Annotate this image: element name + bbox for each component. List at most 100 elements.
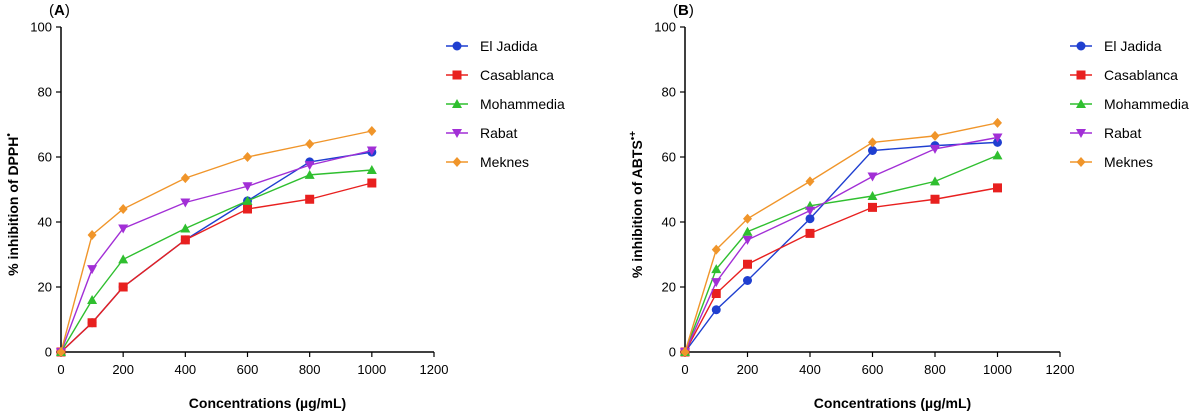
panel-label-letter: A	[54, 2, 65, 19]
y-axis-title-superscript: •+	[628, 131, 639, 141]
x-tick-label: 1000	[357, 362, 386, 377]
data-point	[743, 259, 752, 269]
data-point	[87, 230, 97, 240]
data-point	[711, 278, 722, 288]
legend-label: Rabat	[480, 125, 517, 141]
data-point	[366, 146, 377, 156]
legend-entry: Casablanca	[1070, 67, 1178, 83]
legend-entry: Rabat	[446, 125, 517, 141]
panel-b: 0 200 400 600 800 1000 1200 0 20 40 60 80 100 Concent…	[628, 2, 1189, 411]
legend-entry: Meknes	[1070, 154, 1153, 170]
data-point	[805, 228, 815, 238]
data-point	[805, 176, 815, 187]
data-point	[711, 305, 721, 315]
data-point	[868, 137, 877, 148]
legend-label: Meknes	[1104, 154, 1153, 170]
series-el-jadida	[680, 137, 1002, 357]
data-point	[180, 235, 190, 245]
y-tick-label: 40	[662, 215, 676, 230]
x-tick-label: 200	[112, 362, 134, 377]
series-line	[684, 187, 998, 353]
series-casablanca	[56, 178, 377, 357]
data-point	[180, 198, 191, 208]
y-tick-label: 60	[662, 150, 676, 165]
legend-label: El Jadida	[1104, 38, 1162, 54]
data-point	[180, 173, 190, 184]
legend-label: Mohammedia	[1104, 96, 1189, 112]
legend-marker	[1076, 99, 1086, 108]
series-line	[684, 122, 998, 353]
legend-label: Mohammedia	[480, 96, 565, 112]
panel-a: 0 200 400 600 800 1000 1200 0 20 40 60 80 100 Concent…	[4, 2, 565, 411]
data-point	[87, 318, 97, 328]
y-axis-title: % inhibition of ABTS•+	[628, 131, 645, 278]
data-point	[118, 282, 128, 292]
series-line	[60, 149, 372, 353]
data-point	[992, 150, 1003, 160]
data-point	[805, 206, 815, 216]
data-point	[243, 204, 252, 214]
series-rabat	[680, 133, 1003, 357]
x-tick-label: 0	[57, 362, 64, 377]
y-axis-title: % inhibition of DPPH•	[4, 133, 21, 276]
legend-marker	[1076, 129, 1086, 138]
data-point	[711, 244, 721, 255]
y-axis-title-main: % inhibition of DPPH	[5, 137, 21, 276]
legend-marker	[452, 99, 462, 108]
data-point	[930, 176, 940, 186]
data-point	[56, 347, 66, 357]
panel-label-close: )	[689, 2, 694, 19]
data-point	[930, 194, 940, 204]
panel-label-letter: B	[678, 2, 689, 19]
data-point	[993, 117, 1002, 128]
x-tick-label: 1200	[1046, 362, 1075, 377]
legend-marker	[1076, 41, 1086, 51]
series-mohammedia	[680, 150, 1003, 356]
legend-label: Meknes	[480, 154, 529, 170]
series-meknes	[680, 117, 1002, 357]
y-tick-label: 80	[662, 85, 676, 100]
legend-entry: Rabat	[1070, 125, 1141, 141]
data-point	[867, 172, 878, 182]
data-point	[742, 226, 753, 236]
legend-marker	[452, 157, 462, 167]
data-point	[868, 146, 877, 155]
x-tick-label: 200	[737, 362, 759, 377]
x-tick-label: 1200	[420, 362, 449, 377]
series-line	[60, 151, 372, 353]
legend-marker	[452, 129, 462, 138]
legend-entry: Meknes	[446, 154, 529, 170]
data-point	[87, 295, 98, 304]
data-point	[711, 289, 721, 298]
legend-label: El Jadida	[480, 38, 538, 54]
data-point	[868, 202, 877, 212]
data-point	[367, 178, 377, 188]
legend-entry: El Jadida	[1070, 38, 1162, 54]
x-axis-title: Concentrations (µg/mL)	[189, 395, 346, 411]
data-point	[930, 144, 940, 154]
x-axis-title: Concentrations (µg/mL)	[814, 395, 971, 411]
data-point	[305, 139, 315, 149]
y-axis-title-main: % inhibition of ABTS	[629, 140, 645, 278]
legend-marker	[1076, 70, 1086, 80]
y-tick-label: 20	[662, 280, 676, 295]
y-tick-label: 40	[38, 215, 52, 230]
data-point	[711, 264, 722, 274]
data-point	[867, 191, 878, 200]
y-tick-label: 20	[38, 280, 52, 295]
data-point	[993, 183, 1002, 193]
data-point	[742, 235, 753, 245]
data-point	[680, 347, 690, 357]
x-tick-label: 400	[799, 362, 821, 377]
legend-entry: Mohammedia	[1070, 96, 1189, 112]
data-point	[242, 182, 253, 192]
legend-label: Rabat	[1104, 125, 1141, 141]
data-point	[180, 223, 191, 233]
series-line	[60, 182, 373, 353]
legend-label: Casablanca	[480, 67, 554, 83]
legend-entry: El Jadida	[446, 38, 538, 54]
y-tick-label: 0	[45, 345, 52, 360]
series-line	[684, 141, 998, 353]
data-point	[805, 214, 815, 224]
